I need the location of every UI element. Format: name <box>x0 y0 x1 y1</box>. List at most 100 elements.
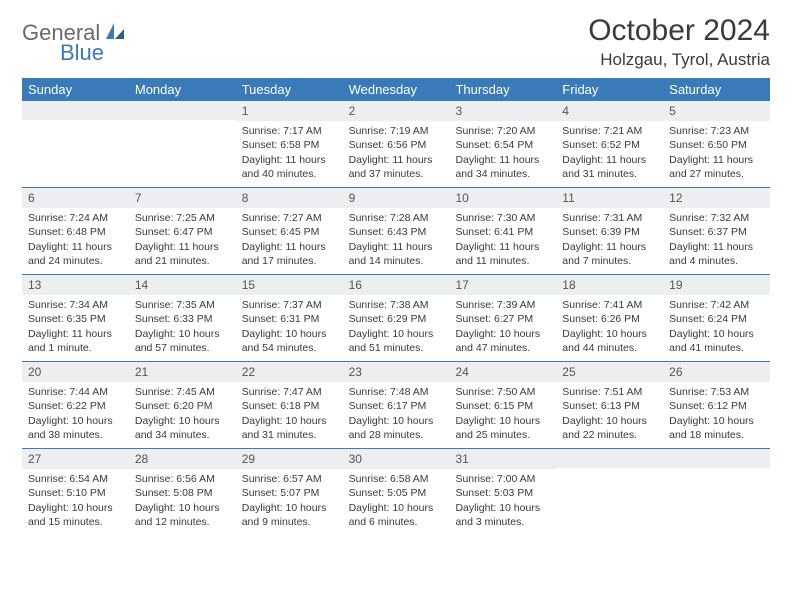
day-cell: 20Sunrise: 7:44 AMSunset: 6:22 PMDayligh… <box>22 362 129 448</box>
sunrise-text: Sunrise: 7:32 AM <box>669 211 764 225</box>
sunset-text: Sunset: 6:52 PM <box>562 138 657 152</box>
day-cell: 25Sunrise: 7:51 AMSunset: 6:13 PMDayligh… <box>556 362 663 448</box>
weekday-thursday: Thursday <box>449 78 556 101</box>
calendar: Sunday Monday Tuesday Wednesday Thursday… <box>22 78 770 535</box>
week-row: 27Sunrise: 6:54 AMSunset: 5:10 PMDayligh… <box>22 449 770 535</box>
header: General Blue October 2024 Holzgau, Tyrol… <box>22 14 770 70</box>
daylight-text: and 38 minutes. <box>28 428 123 442</box>
daylight-text: and 34 minutes. <box>455 167 550 181</box>
daylight-text: Daylight: 10 hours <box>135 501 230 515</box>
sunset-text: Sunset: 5:07 PM <box>242 486 337 500</box>
daylight-text: Daylight: 10 hours <box>562 327 657 341</box>
daylight-text: Daylight: 10 hours <box>455 414 550 428</box>
day-details: Sunrise: 7:32 AMSunset: 6:37 PMDaylight:… <box>663 208 770 272</box>
day-cell <box>556 449 663 535</box>
day-details: Sunrise: 7:21 AMSunset: 6:52 PMDaylight:… <box>556 121 663 185</box>
daylight-text: Daylight: 10 hours <box>349 414 444 428</box>
day-cell: 26Sunrise: 7:53 AMSunset: 6:12 PMDayligh… <box>663 362 770 448</box>
sunset-text: Sunset: 5:08 PM <box>135 486 230 500</box>
daylight-text: Daylight: 11 hours <box>135 240 230 254</box>
day-cell: 17Sunrise: 7:39 AMSunset: 6:27 PMDayligh… <box>449 275 556 361</box>
daylight-text: Daylight: 11 hours <box>455 240 550 254</box>
daylight-text: and 11 minutes. <box>455 254 550 268</box>
daylight-text: Daylight: 11 hours <box>28 327 123 341</box>
daylight-text: and 25 minutes. <box>455 428 550 442</box>
day-cell: 29Sunrise: 6:57 AMSunset: 5:07 PMDayligh… <box>236 449 343 535</box>
day-number: 29 <box>236 449 343 469</box>
day-details: Sunrise: 7:23 AMSunset: 6:50 PMDaylight:… <box>663 121 770 185</box>
daylight-text: and 31 minutes. <box>242 428 337 442</box>
day-number: 6 <box>22 188 129 208</box>
week-row: 6Sunrise: 7:24 AMSunset: 6:48 PMDaylight… <box>22 188 770 275</box>
day-cell: 23Sunrise: 7:48 AMSunset: 6:17 PMDayligh… <box>343 362 450 448</box>
day-cell: 8Sunrise: 7:27 AMSunset: 6:45 PMDaylight… <box>236 188 343 274</box>
daylight-text: Daylight: 10 hours <box>135 414 230 428</box>
sunrise-text: Sunrise: 7:19 AM <box>349 124 444 138</box>
sunrise-text: Sunrise: 7:44 AM <box>28 385 123 399</box>
sunset-text: Sunset: 6:31 PM <box>242 312 337 326</box>
weekday-tuesday: Tuesday <box>236 78 343 101</box>
daylight-text: and 9 minutes. <box>242 515 337 529</box>
day-number: 13 <box>22 275 129 295</box>
sunset-text: Sunset: 5:03 PM <box>455 486 550 500</box>
day-cell: 13Sunrise: 7:34 AMSunset: 6:35 PMDayligh… <box>22 275 129 361</box>
title-block: October 2024 Holzgau, Tyrol, Austria <box>588 14 770 70</box>
day-number: 20 <box>22 362 129 382</box>
daylight-text: and 41 minutes. <box>669 341 764 355</box>
sunset-text: Sunset: 6:58 PM <box>242 138 337 152</box>
sunset-text: Sunset: 6:33 PM <box>135 312 230 326</box>
day-number: 7 <box>129 188 236 208</box>
sunrise-text: Sunrise: 7:41 AM <box>562 298 657 312</box>
day-details: Sunrise: 6:57 AMSunset: 5:07 PMDaylight:… <box>236 469 343 533</box>
daylight-text: and 44 minutes. <box>562 341 657 355</box>
sunrise-text: Sunrise: 7:17 AM <box>242 124 337 138</box>
day-cell: 16Sunrise: 7:38 AMSunset: 6:29 PMDayligh… <box>343 275 450 361</box>
day-details: Sunrise: 6:54 AMSunset: 5:10 PMDaylight:… <box>22 469 129 533</box>
day-number: 21 <box>129 362 236 382</box>
day-details: Sunrise: 7:19 AMSunset: 6:56 PMDaylight:… <box>343 121 450 185</box>
sunrise-text: Sunrise: 7:50 AM <box>455 385 550 399</box>
daylight-text: Daylight: 10 hours <box>669 414 764 428</box>
day-details: Sunrise: 7:51 AMSunset: 6:13 PMDaylight:… <box>556 382 663 446</box>
day-details: Sunrise: 7:42 AMSunset: 6:24 PMDaylight:… <box>663 295 770 359</box>
sunset-text: Sunset: 6:29 PM <box>349 312 444 326</box>
daylight-text: Daylight: 11 hours <box>242 240 337 254</box>
sunrise-text: Sunrise: 7:42 AM <box>669 298 764 312</box>
daylight-text: and 12 minutes. <box>135 515 230 529</box>
day-cell: 24Sunrise: 7:50 AMSunset: 6:15 PMDayligh… <box>449 362 556 448</box>
sunrise-text: Sunrise: 7:39 AM <box>455 298 550 312</box>
day-cell: 5Sunrise: 7:23 AMSunset: 6:50 PMDaylight… <box>663 101 770 187</box>
day-details: Sunrise: 7:41 AMSunset: 6:26 PMDaylight:… <box>556 295 663 359</box>
day-number: 31 <box>449 449 556 469</box>
day-number: 4 <box>556 101 663 121</box>
daylight-text: and 27 minutes. <box>669 167 764 181</box>
daylight-text: and 1 minute. <box>28 341 123 355</box>
day-details: Sunrise: 7:34 AMSunset: 6:35 PMDaylight:… <box>22 295 129 359</box>
sunset-text: Sunset: 6:12 PM <box>669 399 764 413</box>
daylight-text: and 28 minutes. <box>349 428 444 442</box>
day-number: 28 <box>129 449 236 469</box>
daylight-text: Daylight: 11 hours <box>455 153 550 167</box>
week-row: 1 Sunrise: 7:17 AMSunset: 6:58 PM Daylight… <box>22 101 770 188</box>
daylight-text: Daylight: 10 hours <box>455 501 550 515</box>
day-number: 26 <box>663 362 770 382</box>
sunrise-text: Sunrise: 7:45 AM <box>135 385 230 399</box>
day-number: 14 <box>129 275 236 295</box>
daylight-text: and 21 minutes. <box>135 254 230 268</box>
day-cell: 11Sunrise: 7:31 AMSunset: 6:39 PMDayligh… <box>556 188 663 274</box>
sunset-text: Sunset: 6:45 PM <box>242 225 337 239</box>
sunset-text: Sunset: 6:37 PM <box>669 225 764 239</box>
day-cell: 28Sunrise: 6:56 AMSunset: 5:08 PMDayligh… <box>129 449 236 535</box>
day-details: Sunrise: 7:50 AMSunset: 6:15 PMDaylight:… <box>449 382 556 446</box>
sunset-text: Sunset: 6:26 PM <box>562 312 657 326</box>
day-details: Sunrise: 7:47 AMSunset: 6:18 PMDaylight:… <box>236 382 343 446</box>
day-details: Sunrise: 7:00 AMSunset: 5:03 PMDaylight:… <box>449 469 556 533</box>
day-cell: 21Sunrise: 7:45 AMSunset: 6:20 PMDayligh… <box>129 362 236 448</box>
day-cell <box>663 449 770 535</box>
day-number: 15 <box>236 275 343 295</box>
daylight-text: and 37 minutes. <box>349 167 444 181</box>
weekday-sunday: Sunday <box>22 78 129 101</box>
weekday-monday: Monday <box>129 78 236 101</box>
day-number: 1 <box>236 101 343 121</box>
daylight-text: Daylight: 11 hours <box>28 240 123 254</box>
